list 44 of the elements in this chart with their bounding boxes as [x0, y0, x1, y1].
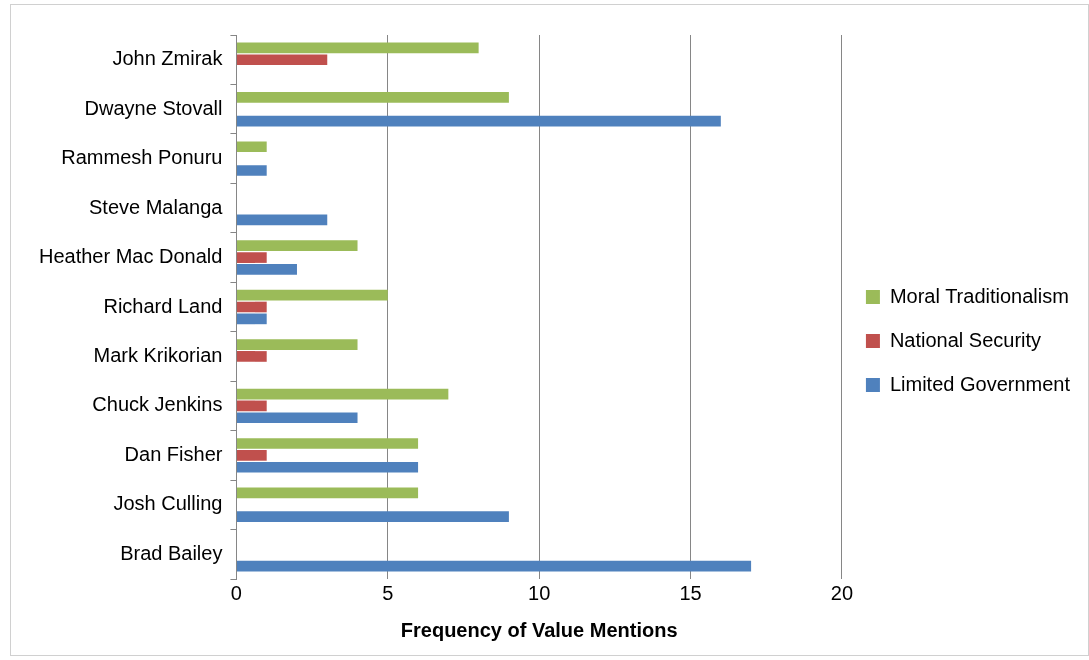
y-tick-label: Josh Culling — [113, 492, 223, 515]
x-tick-label: 5 — [382, 581, 394, 604]
bar — [236, 165, 267, 176]
y-tick-label: Brad Bailey — [120, 541, 223, 564]
bar — [236, 400, 267, 412]
bar — [236, 115, 721, 127]
y-tick-label: Rammesh Ponuru — [61, 146, 223, 169]
bar — [236, 388, 449, 400]
bar — [236, 141, 267, 153]
y-tick-label: Dan Fisher — [124, 442, 223, 465]
bar — [236, 240, 358, 252]
y-tick-label: Richard Land — [103, 294, 223, 317]
x-tick-label: 20 — [830, 581, 854, 604]
bar — [236, 412, 358, 424]
y-tick-label: Heather Mac Donald — [38, 245, 223, 268]
bar — [236, 511, 509, 523]
x-tick-label: 10 — [528, 581, 551, 604]
y-tick-label: John Zmirak — [112, 47, 224, 70]
x-tick-label: 15 — [679, 581, 702, 604]
x-tick-label: 0 — [230, 581, 242, 604]
y-tick-label: Steve Malanga — [89, 195, 224, 218]
bar — [236, 339, 358, 350]
legend-label: Limited Government — [889, 372, 1071, 395]
bar — [236, 461, 419, 473]
bar — [236, 438, 419, 449]
bar — [236, 351, 267, 362]
legend-label: National Security — [889, 328, 1042, 351]
y-tick-label: Chuck Jenkins — [92, 393, 223, 416]
bar — [236, 42, 479, 54]
bar — [236, 313, 267, 325]
bar — [236, 252, 267, 263]
bar — [236, 301, 267, 313]
x-axis-title: Frequency of Value Mentions — [400, 618, 678, 641]
bar — [236, 289, 388, 301]
bar — [236, 214, 328, 226]
bar — [236, 91, 509, 103]
bar — [236, 54, 328, 66]
y-tick-label: Dwayne Stovall — [84, 96, 223, 119]
bar — [236, 560, 752, 572]
bar — [236, 264, 297, 275]
legend-label: Moral Traditionalism — [889, 284, 1069, 307]
y-tick-label: Mark Krikorian — [93, 343, 223, 366]
bar — [236, 487, 419, 499]
bar — [236, 450, 267, 461]
